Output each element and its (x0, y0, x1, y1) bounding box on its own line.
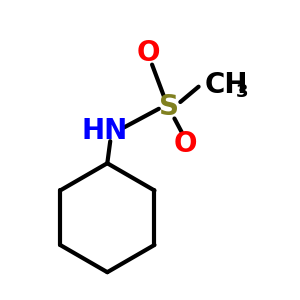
Text: 3: 3 (236, 83, 248, 101)
Text: O: O (174, 130, 197, 158)
Text: S: S (159, 93, 179, 121)
Text: HN: HN (81, 117, 128, 145)
Text: O: O (137, 39, 160, 67)
Text: CH: CH (205, 71, 248, 99)
